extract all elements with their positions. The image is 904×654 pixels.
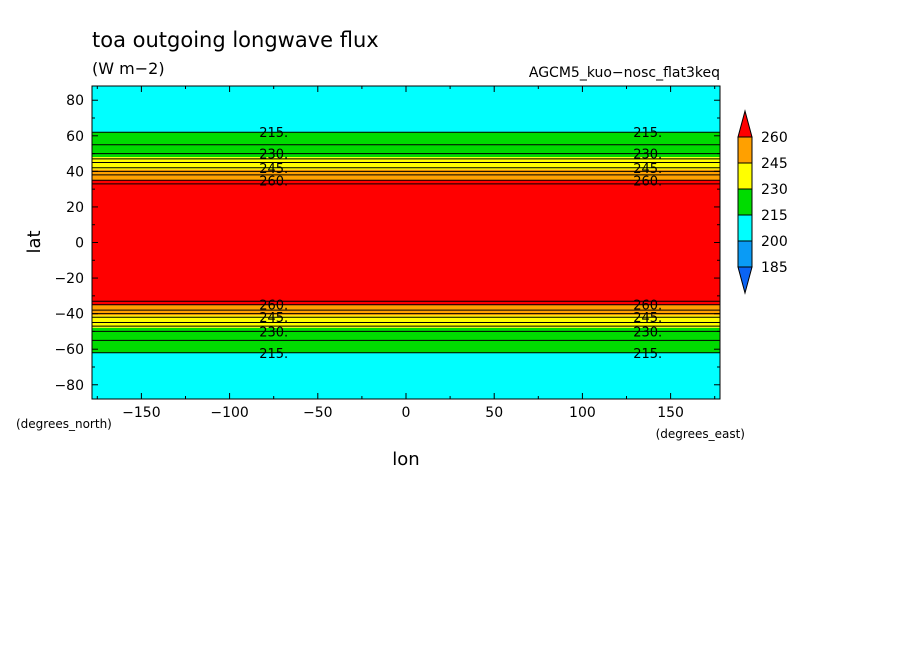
colorbar-box (737, 162, 753, 190)
contour-band-2 (92, 157, 720, 170)
x-axis: −150 −100 −50 0 50 100 150 (96, 86, 716, 421)
contour-label: 215. (259, 126, 288, 141)
colorbar-label: 245 (761, 156, 788, 172)
colorbar-label: 215 (761, 208, 788, 224)
x-tick-label: 100 (569, 405, 596, 421)
colorbar-label: 230 (761, 182, 788, 198)
colorbar-box (737, 240, 753, 268)
colorbar-upper-triangle (737, 109, 753, 138)
x-tick-label: 150 (657, 405, 684, 421)
y-tick-label: −40 (54, 307, 84, 323)
contour-label: 245. (259, 311, 288, 326)
chart-title: toa outgoing longwave flux (92, 28, 379, 52)
contour-label: 245. (633, 162, 662, 177)
colorbar-label: 185 (761, 260, 788, 276)
colorbar-box (737, 136, 753, 164)
y-tick-label: −80 (54, 378, 84, 394)
contour-label: 260. (259, 299, 288, 314)
x-tick-label: −50 (303, 405, 333, 421)
contour-band-8 (92, 352, 720, 399)
contour-label: 215. (633, 347, 662, 362)
contour-labels: 215. 215.230. 230.245. 245.260. 260.260. 260.… (259, 126, 662, 362)
contour-label: 245. (259, 162, 288, 177)
contour-lines (92, 131, 720, 354)
y-tick-label: 20 (66, 200, 84, 216)
contour-label: 215. (633, 126, 662, 141)
contour-label: 230. (633, 148, 662, 163)
y-tick-label: −20 (54, 271, 84, 287)
y-tick-label: 40 (66, 164, 84, 180)
contour-band-4 (92, 180, 720, 305)
x-tick-label: 0 (402, 405, 411, 421)
colorbar-lower-triangle (737, 266, 753, 295)
contour-label: 230. (259, 148, 288, 163)
contour-label: 245. (633, 311, 662, 326)
x-axis-label: lon (392, 449, 419, 470)
x-tick-label: −150 (122, 405, 160, 421)
filled-contour-bands (92, 86, 720, 399)
y-tick-label: 60 (66, 129, 84, 145)
y-axis: −80 −60 −40 −20 0 20 40 60 80 (54, 93, 720, 394)
contour-label: 260. (633, 174, 662, 189)
contour-label: 230. (259, 325, 288, 340)
y-axis-units: (degrees_north) (16, 417, 112, 431)
colorbar-label: 260 (761, 130, 788, 146)
contour-label: 260. (259, 174, 288, 189)
contour-band-0 (92, 86, 720, 133)
contour-label: 215. (259, 347, 288, 362)
x-axis-units: (degrees_east) (656, 427, 745, 441)
y-tick-label: 0 (75, 236, 84, 252)
x-tick-label: 50 (485, 405, 503, 421)
colorbar-box (737, 188, 753, 216)
plot-area: 215. 215.230. 230.245. 245.260. 260.260. 260.… (91, 85, 721, 400)
chart-subtitle: AGCM5_kuo−nosc_flat3keq (529, 65, 720, 81)
contour-label: 230. (633, 325, 662, 340)
chart-units: (W m−2) (92, 59, 165, 78)
colorbar-box (737, 214, 753, 242)
contour-label: 260. (633, 299, 662, 314)
x-tick-label: −100 (210, 405, 248, 421)
y-tick-label: 80 (66, 93, 84, 109)
y-tick-label: −60 (54, 342, 84, 358)
contour-band-6 (92, 315, 720, 328)
colorbar-label: 200 (761, 234, 788, 250)
colorbar: 260 245 230 215 200 185 (737, 109, 788, 295)
y-axis-label: lat (24, 230, 45, 253)
